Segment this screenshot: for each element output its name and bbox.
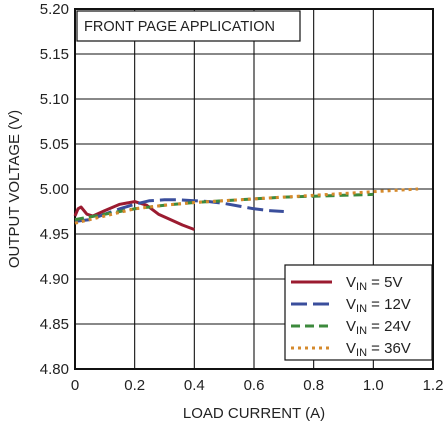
y-tick-label: 5.10 — [40, 91, 69, 108]
legend-label-main: V — [346, 274, 356, 291]
x-tick-label: 0.2 — [124, 377, 145, 394]
y-tick-label: 4.85 — [40, 316, 69, 333]
y-tick-label: 4.80 — [40, 361, 69, 378]
legend-label-4: VIN = 36V — [346, 340, 411, 359]
grid — [74, 8, 434, 370]
legend-label-main: V — [346, 318, 356, 335]
y-axis-title: OUTPUT VOLTAGE (V) — [6, 110, 23, 268]
x-tick-label: 0 — [71, 377, 79, 394]
annotation-box-frame — [76, 10, 301, 42]
x-tick-label: 1.0 — [363, 377, 384, 394]
y-tick-label: 4.95 — [40, 226, 69, 243]
series-line-3 — [74, 192, 374, 222]
plot-frame — [74, 8, 434, 370]
series-line-1 — [73, 200, 195, 231]
legend-label-1: VIN = 5V — [346, 274, 402, 293]
legend-label-subscript: IN — [356, 347, 367, 359]
y-tick-label: 5.20 — [40, 1, 69, 18]
y-tick-label: 5.15 — [40, 46, 69, 63]
legend-label-value: = 5V — [367, 274, 402, 291]
x-axis-title: LOAD CURRENT (A) — [183, 405, 325, 422]
legend-label-value: = 36V — [367, 340, 411, 357]
legend-label-value: = 12V — [367, 296, 411, 313]
x-tick-label: 0.4 — [184, 377, 205, 394]
legend-label-main: V — [346, 340, 356, 357]
x-tick-label: 0.8 — [303, 377, 324, 394]
legend-label-subscript: IN — [356, 303, 367, 315]
legend-label-subscript: IN — [356, 281, 367, 293]
legend-label-3: VIN = 24V — [346, 318, 411, 337]
x-tick-labels: 0 0.2 0.4 0.6 0.8 1.0 1.2 — [71, 377, 444, 394]
annotation-text: FRONT PAGE APPLICATION — [84, 19, 275, 35]
y-tick-label: 4.90 — [40, 271, 69, 288]
y-tick-label: 5.05 — [40, 136, 69, 153]
legend-label-2: VIN = 12V — [346, 296, 411, 315]
legend-label-subscript: IN — [356, 325, 367, 337]
legend-label-main: V — [346, 296, 356, 313]
y-tick-labels: 4.80 4.85 4.90 4.95 5.00 5.05 5.10 5.15 5.20 — [40, 1, 69, 378]
x-tick-label: 1.2 — [423, 377, 444, 394]
y-tick-label: 5.00 — [40, 181, 69, 198]
x-tick-label: 0.6 — [244, 377, 265, 394]
annotation-box: FRONT PAGE APPLICATION — [76, 10, 301, 42]
series-lines — [73, 187, 419, 231]
legend-label-value: = 24V — [367, 318, 411, 335]
